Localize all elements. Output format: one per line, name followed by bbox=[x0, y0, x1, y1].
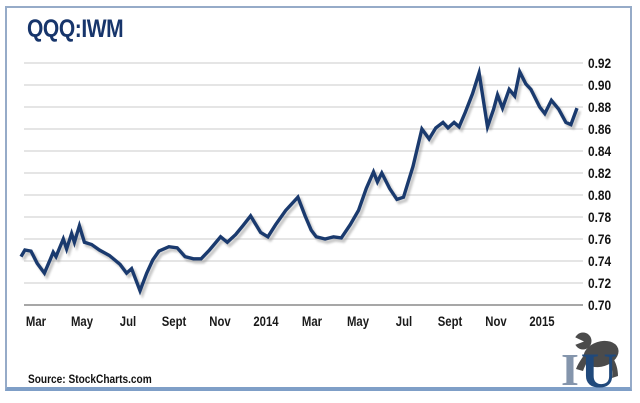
chart-frame bbox=[5, 6, 632, 391]
source-attribution: Source: StockCharts.com bbox=[28, 374, 152, 386]
x-tick-label: May bbox=[346, 314, 369, 329]
x-tick-label: 2015 bbox=[529, 314, 555, 329]
y-tick-label: 0.76 bbox=[588, 231, 612, 247]
x-tick-label: Nov bbox=[209, 314, 231, 329]
y-tick-label: 0.70 bbox=[588, 297, 612, 313]
logo-letter-u: U bbox=[581, 342, 617, 390]
chart-title: QQQ:IWM bbox=[27, 15, 124, 43]
ratio-line bbox=[19, 65, 579, 296]
gorilla-icon bbox=[573, 332, 619, 378]
x-tick-label: Nov bbox=[485, 314, 507, 329]
y-tick-label: 0.72 bbox=[588, 275, 612, 291]
y-tick-label: 0.80 bbox=[588, 187, 612, 203]
logo-letter-i: I bbox=[561, 344, 579, 390]
x-tick-label: May bbox=[70, 314, 93, 329]
x-tick-label: Jul bbox=[120, 314, 137, 329]
y-tick-label: 0.74 bbox=[588, 253, 612, 269]
y-tick-label: 0.90 bbox=[588, 77, 612, 93]
y-tick-label: 0.78 bbox=[588, 209, 612, 225]
gorilla-iu-logo: I U bbox=[561, 332, 619, 390]
x-tick-label: Mar bbox=[25, 314, 47, 329]
x-tick-label: 2014 bbox=[253, 314, 279, 329]
y-tick-label: 0.92 bbox=[588, 55, 612, 71]
data-line-layer bbox=[19, 65, 582, 299]
x-tick-label: Jul bbox=[396, 314, 413, 329]
y-tick-label: 0.82 bbox=[588, 165, 612, 181]
x-tick-label: Sept bbox=[437, 314, 463, 329]
y-tick-label: 0.86 bbox=[588, 121, 612, 137]
x-tick-label: Sept bbox=[161, 314, 187, 329]
x-tick-label: Mar bbox=[301, 314, 323, 329]
y-tick-label: 0.88 bbox=[588, 99, 612, 115]
y-tick-label: 0.84 bbox=[588, 143, 612, 159]
